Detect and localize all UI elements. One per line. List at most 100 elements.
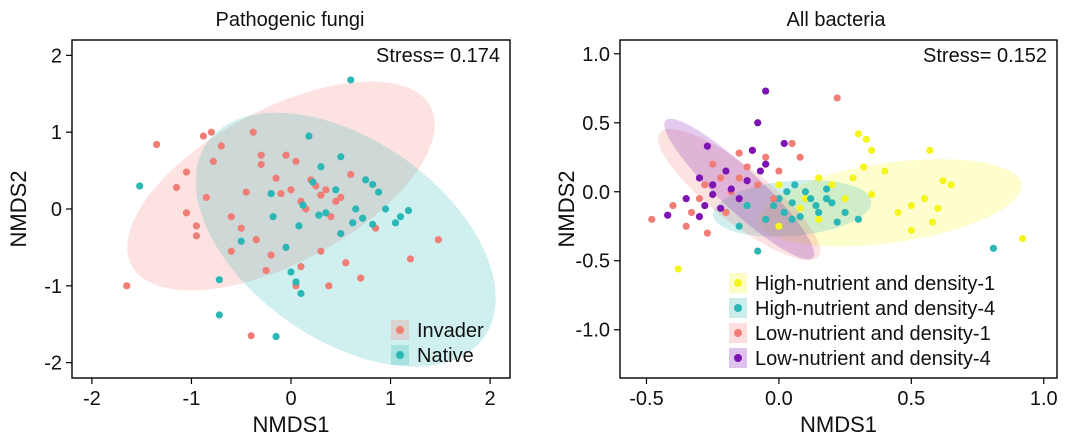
data-point-series-1 — [297, 263, 305, 271]
data-point-series-2 — [315, 211, 323, 219]
y-axis-label: NMDS2 — [6, 170, 31, 247]
data-point-series-1 — [123, 282, 131, 290]
data-point-series-2 — [136, 182, 144, 190]
data-point-series-2 — [292, 278, 300, 286]
data-point-series-1 — [242, 188, 250, 196]
data-point-series-1 — [815, 174, 823, 182]
data-point-series-1 — [322, 186, 330, 194]
data-point-series-3 — [788, 139, 796, 148]
data-point-series-2 — [396, 213, 405, 221]
data-point-series-2 — [369, 220, 377, 228]
data-point-series-1 — [252, 236, 260, 244]
data-point-series-1 — [257, 151, 265, 159]
x-tick-label: -0.5 — [629, 388, 663, 410]
data-point-series-1 — [926, 146, 934, 154]
x-tick-label: 1 — [385, 388, 396, 410]
data-point-series-3 — [735, 174, 743, 182]
data-point-series-4 — [756, 167, 764, 175]
data-point-series-1 — [894, 208, 902, 217]
data-point-series-4 — [682, 195, 690, 203]
legend-label: Native — [417, 345, 474, 367]
data-point-series-4 — [735, 195, 743, 203]
x-tick-label: -2 — [83, 388, 101, 410]
stress-annotation: Stress= 0.152 — [923, 45, 1047, 67]
data-point-series-2 — [743, 201, 751, 210]
data-point-series-2 — [791, 181, 799, 189]
data-point-series-1 — [920, 195, 929, 203]
y-tick-label: 1.0 — [582, 44, 610, 66]
data-point-series-4 — [743, 177, 751, 185]
data-point-series-3 — [717, 174, 725, 182]
data-point-series-2 — [305, 132, 313, 140]
y-tick-label: -0.5 — [576, 251, 610, 273]
data-point-series-1 — [227, 247, 235, 255]
data-point-series-1 — [775, 222, 783, 230]
data-point-series-2 — [801, 188, 809, 196]
data-point-series-2 — [783, 188, 791, 196]
data-point-series-1 — [262, 266, 270, 275]
data-point-series-2 — [215, 311, 223, 319]
y-tick-label: -1 — [44, 276, 62, 298]
data-point-series-2 — [332, 186, 340, 194]
data-point-series-2 — [788, 215, 796, 223]
x-tick-label: 0 — [285, 388, 296, 410]
data-point-series-4 — [727, 185, 735, 193]
data-point-series-2 — [369, 180, 377, 189]
data-point-series-1 — [202, 193, 210, 202]
data-point-series-4 — [762, 87, 770, 95]
data-point-series-1 — [287, 186, 295, 194]
data-point-series-1 — [317, 247, 325, 255]
data-point-series-3 — [709, 160, 717, 168]
data-point-series-1 — [1018, 235, 1027, 243]
data-point-series-1 — [325, 282, 333, 290]
data-point-series-2 — [359, 214, 367, 222]
data-point-series-3 — [703, 229, 712, 237]
legend-marker — [734, 304, 742, 312]
data-point-series-1 — [209, 157, 217, 165]
x-tick-label: -1 — [183, 388, 201, 410]
x-tick-label: 2 — [485, 388, 496, 410]
data-point-series-1 — [153, 140, 161, 149]
data-point-series-3 — [669, 201, 677, 210]
data-point-series-3 — [775, 167, 783, 175]
data-point-series-1 — [292, 157, 300, 165]
data-point-series-2 — [815, 208, 823, 217]
data-point-series-1 — [934, 204, 942, 212]
data-point-series-1 — [775, 181, 783, 189]
data-point-series-2 — [269, 213, 277, 221]
data-point-series-2 — [762, 215, 770, 223]
data-point-series-1 — [907, 226, 915, 234]
y-tick-label: 1 — [51, 122, 62, 144]
x-tick-label: 0.5 — [897, 388, 925, 410]
data-point-series-1 — [862, 135, 870, 143]
confidence-ellipse-2 — [195, 112, 496, 367]
data-point-series-1 — [257, 160, 265, 169]
stress-annotation: Stress= 0.174 — [376, 45, 500, 67]
data-point-series-1 — [249, 128, 257, 136]
data-point-series-1 — [217, 142, 225, 150]
data-point-series-3 — [682, 222, 690, 230]
confidence-ellipse-2 — [712, 179, 872, 237]
data-point-series-3 — [701, 181, 709, 189]
data-point-series-1 — [347, 170, 355, 179]
y-tick-label: 0.5 — [582, 113, 610, 135]
data-point-series-2 — [349, 219, 357, 227]
data-point-series-2 — [807, 195, 815, 203]
data-point-series-1 — [182, 168, 191, 176]
data-point-series-2 — [352, 205, 360, 213]
data-point-series-3 — [796, 153, 804, 161]
legend-marker — [734, 354, 742, 362]
data-point-series-2 — [770, 201, 778, 210]
data-point-series-1 — [907, 201, 915, 210]
data-point-series-2 — [347, 76, 355, 84]
data-point-series-2 — [337, 153, 345, 161]
data-point-series-1 — [674, 265, 682, 273]
data-point-series-1 — [272, 174, 280, 182]
data-point-series-2 — [215, 276, 223, 284]
x-tick-label: 0.0 — [765, 388, 793, 410]
data-point-series-1 — [406, 255, 415, 263]
data-point-series-3 — [743, 163, 751, 171]
data-point-series-1 — [860, 163, 868, 171]
data-point-series-2 — [297, 289, 305, 298]
data-point-series-2 — [287, 268, 295, 276]
